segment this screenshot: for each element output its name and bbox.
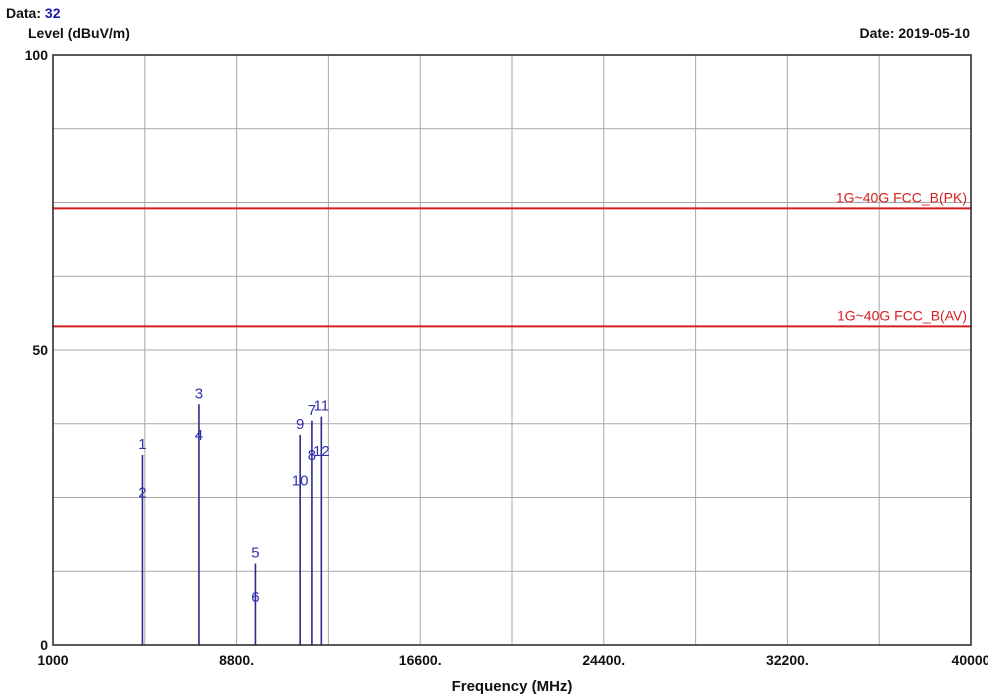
x-tick-label: 16600. (399, 652, 442, 668)
marker-label: 1 (138, 436, 146, 453)
grid (53, 55, 971, 645)
date-label: Date: 2019-05-10 (859, 25, 970, 41)
x-tick-label: 8800. (219, 652, 254, 668)
data-stems (141, 404, 323, 645)
limit-line-label: 1G~40G FCC_B(AV) (837, 307, 967, 323)
plot-frame (52, 54, 972, 646)
x-tick-label: 40000 (952, 652, 988, 668)
limit-lines: 1G~40G FCC_B(PK) 1G~40G FCC_B(AV) (53, 189, 971, 328)
y-tick-label: 0 (40, 637, 48, 653)
marker-label: 8 (308, 447, 316, 464)
marker-label: 11 (314, 398, 330, 415)
x-tick-labels: 1000 8800. 16600. 24400. 32200. 40000 (37, 652, 988, 668)
x-tick-label: 32200. (766, 652, 809, 668)
data-header: Data: 32 (6, 5, 60, 21)
x-axis-title: Frequency (MHz) (452, 678, 573, 695)
marker-label: 2 (138, 484, 146, 501)
marker-label: 9 (296, 416, 304, 433)
marker-label: 10 (292, 473, 309, 490)
y-tick-label: 50 (32, 342, 48, 358)
marker-label: 4 (195, 427, 203, 444)
y-tick-label: 100 (25, 47, 49, 63)
y-axis-title: Level (dBuV/m) (28, 25, 130, 41)
marker-label: 12 (313, 443, 330, 460)
y-tick-labels: 100 50 0 (25, 47, 49, 653)
data-label: Data: (6, 5, 42, 21)
marker-label: 6 (251, 589, 259, 606)
data-value: 32 (44, 5, 61, 21)
x-tick-label: 24400. (582, 652, 625, 668)
marker-label: 5 (251, 545, 259, 562)
limit-line-label: 1G~40G FCC_B(PK) (836, 189, 967, 205)
x-tick-label: 1000 (37, 652, 68, 668)
marker-label: 7 (308, 402, 316, 419)
marker-label: 3 (195, 385, 203, 402)
